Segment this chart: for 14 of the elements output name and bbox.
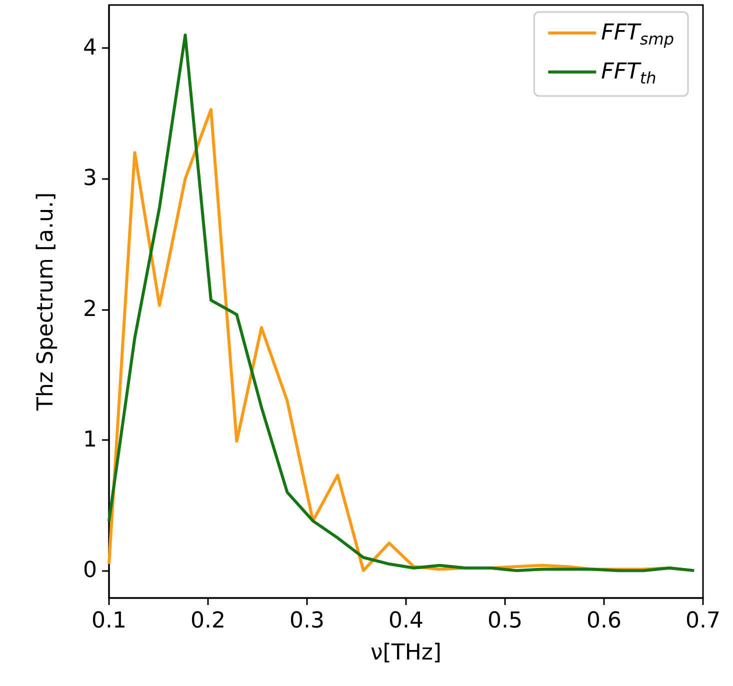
x-axis-title: ν[THz] [370, 640, 442, 666]
x-tick-label: 0.1 [92, 608, 126, 634]
x-tick-label: 0.7 [686, 608, 720, 634]
y-tick-label: 1 [83, 427, 97, 452]
y-axis-title: Thz Spectrum [a.u.] [34, 192, 58, 412]
y-tick-label: 2 [83, 296, 97, 322]
y-tick-label: 4 [83, 36, 97, 61]
y-tick-label: 0 [83, 558, 97, 584]
x-tick-label: 0.2 [190, 608, 226, 634]
x-tick-label: 0.4 [388, 608, 424, 634]
y-tick-label: 3 [83, 166, 97, 192]
x-tick-label: 0.6 [586, 608, 622, 634]
x-tick-label: 0.3 [290, 608, 324, 634]
x-tick-label: 0.5 [488, 608, 522, 634]
